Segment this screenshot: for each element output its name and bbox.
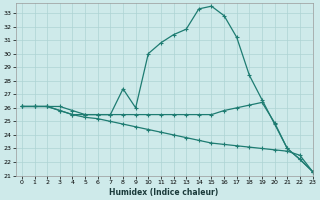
X-axis label: Humidex (Indice chaleur): Humidex (Indice chaleur) (109, 188, 219, 197)
